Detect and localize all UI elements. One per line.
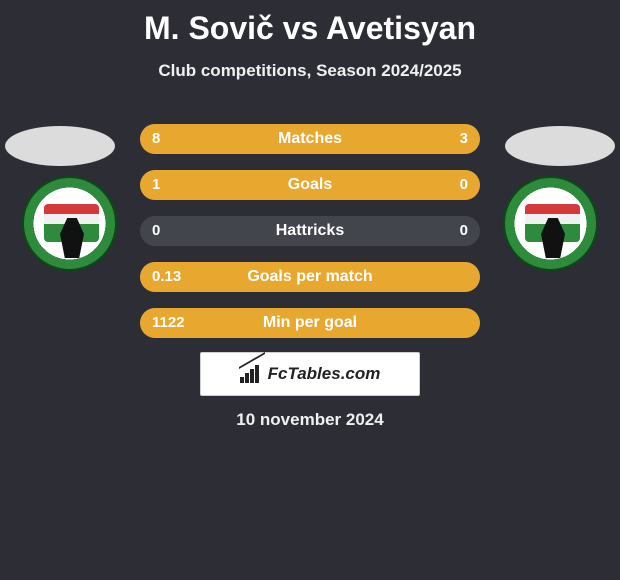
player-photo-right <box>505 126 615 166</box>
club-badge-left <box>22 176 117 271</box>
stats-container: 8 Matches 3 1 Goals 0 0 Hattricks 0 0.13… <box>140 124 480 354</box>
player-photo-left <box>5 126 115 166</box>
stat-value-right <box>456 262 480 292</box>
brand-text: FcTables.com <box>268 364 381 384</box>
stat-label: Matches <box>140 124 480 154</box>
stat-row: 1 Goals 0 <box>140 170 480 200</box>
club-badge-right <box>503 176 598 271</box>
stat-row: 8 Matches 3 <box>140 124 480 154</box>
stat-row: 0 Hattricks 0 <box>140 216 480 246</box>
page-title: M. Sovič vs Avetisyan <box>0 0 620 47</box>
chart-icon <box>240 365 262 383</box>
stat-value-right: 0 <box>448 170 480 200</box>
page-subtitle: Club competitions, Season 2024/2025 <box>0 61 620 81</box>
stat-value-right <box>456 308 480 338</box>
date-text: 10 november 2024 <box>0 410 620 430</box>
stat-label: Goals <box>140 170 480 200</box>
stat-value-right: 0 <box>448 216 480 246</box>
stat-label: Min per goal <box>140 308 480 338</box>
brand-box: FcTables.com <box>200 352 420 396</box>
stat-row: 0.13 Goals per match <box>140 262 480 292</box>
stat-label: Goals per match <box>140 262 480 292</box>
stat-value-right: 3 <box>448 124 480 154</box>
stat-label: Hattricks <box>140 216 480 246</box>
stat-row: 1122 Min per goal <box>140 308 480 338</box>
